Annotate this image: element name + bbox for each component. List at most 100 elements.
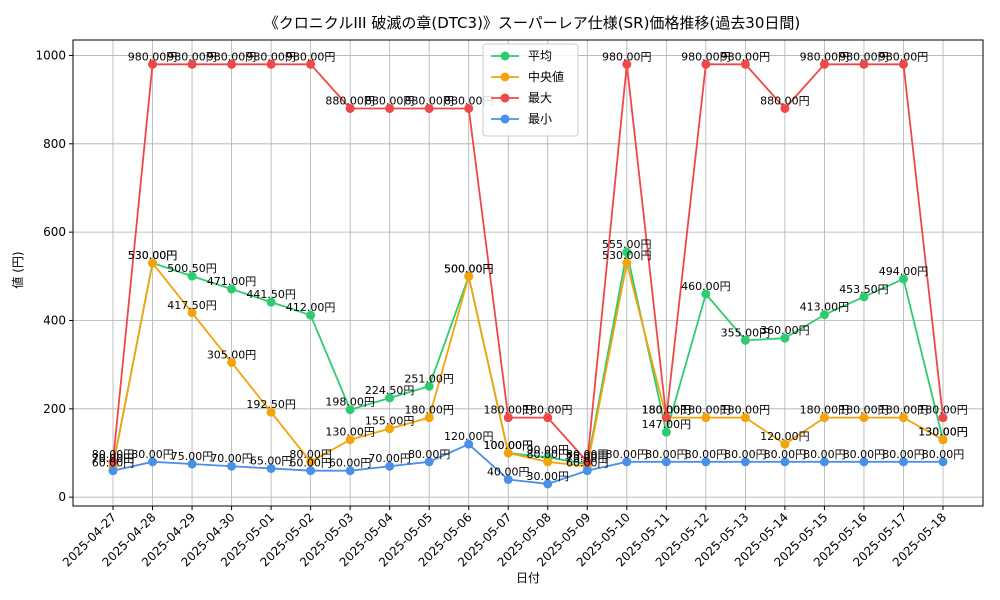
data-label: 130.00円 [918, 426, 968, 439]
data-label: 412.00円 [286, 301, 336, 314]
data-point [345, 435, 355, 445]
legend-entry: 中央値 [528, 69, 564, 84]
data-label: 80.00円 [724, 448, 767, 461]
data-point [148, 457, 158, 467]
data-label: 980.00円 [800, 50, 850, 63]
data-point [464, 103, 474, 113]
data-point [503, 474, 513, 484]
plot-frame [72, 39, 984, 507]
data-label: 70.00円 [368, 452, 411, 465]
data-point [622, 59, 632, 69]
data-label: 30.00円 [527, 470, 570, 483]
data-point [266, 463, 276, 473]
data-label: 60.00円 [92, 457, 135, 470]
data-point [187, 59, 197, 69]
data-label: 360.00円 [760, 324, 810, 337]
data-label: 80.00円 [922, 448, 965, 461]
data-label: 100.00円 [483, 439, 533, 452]
data-label: 880.00円 [760, 94, 810, 107]
data-label: 500.50円 [167, 262, 217, 275]
data-point [938, 435, 948, 445]
legend-swatch-marker [500, 93, 510, 103]
legend-swatch-marker [500, 114, 510, 124]
data-label: 80.00円 [606, 448, 649, 461]
data-label: 180.00円 [642, 404, 692, 417]
data-point [424, 381, 434, 391]
data-point [898, 274, 908, 284]
data-label: 40.00円 [487, 465, 530, 478]
legend-swatch-marker [500, 72, 510, 82]
data-point [503, 413, 513, 423]
data-label: 251.00円 [404, 372, 454, 385]
y-tick-label: 600 [43, 225, 66, 239]
y-tick-label: 0 [58, 490, 66, 504]
data-label: 880.00円 [404, 94, 454, 107]
data-point [701, 457, 711, 467]
data-point [424, 457, 434, 467]
data-point [819, 59, 829, 69]
data-point [582, 457, 592, 467]
series-line [112, 251, 944, 467]
data-label: 80.00円 [803, 448, 846, 461]
data-label: 180.00円 [483, 404, 533, 417]
data-label: 224.50円 [365, 384, 415, 397]
data-point [187, 271, 197, 281]
data-label: 120.00円 [760, 430, 810, 443]
data-labels: 70.00円530.00円500.50円471.00円441.50円412.00… [92, 50, 968, 483]
data-label: 980.00円 [721, 50, 771, 63]
data-label: 980.00円 [286, 50, 336, 63]
data-label: 500.00円 [444, 262, 494, 275]
data-point [780, 333, 790, 343]
data-point [543, 413, 553, 423]
data-point [266, 297, 276, 307]
data-label: 180.00円 [721, 404, 771, 417]
series-group [108, 59, 948, 489]
data-point [740, 335, 750, 345]
data-point [187, 459, 197, 469]
data-label: 880.00円 [444, 94, 494, 107]
data-point [345, 103, 355, 113]
data-point [187, 308, 197, 318]
data-point [385, 424, 395, 434]
data-label: 80.00円 [843, 448, 886, 461]
data-point [701, 413, 711, 423]
data-point [898, 59, 908, 69]
data-label: 130.00円 [325, 426, 375, 439]
data-label: 555.00円 [602, 238, 652, 251]
y-tick-label: 1000 [35, 48, 66, 62]
data-label: 980.00円 [602, 50, 652, 63]
data-point [306, 466, 316, 476]
data-label: 80.00円 [408, 448, 451, 461]
data-label: 180.00円 [523, 404, 573, 417]
data-point [306, 59, 316, 69]
data-label: 180.00円 [681, 404, 731, 417]
data-point [148, 258, 158, 268]
data-label: 80.00円 [92, 448, 135, 461]
data-label: 180.00円 [404, 404, 454, 417]
data-point [780, 103, 790, 113]
data-label: 130.00円 [918, 426, 968, 439]
data-point [859, 457, 869, 467]
data-label: 180.00円 [800, 404, 850, 417]
data-point [661, 413, 671, 423]
data-label: 80.00円 [764, 448, 807, 461]
data-label: 500.00円 [444, 262, 494, 275]
data-label: 70.00円 [92, 452, 135, 465]
x-axis-label: 日付 [516, 571, 540, 585]
data-point [227, 357, 237, 367]
legend-entry: 最小 [528, 112, 552, 126]
data-point [543, 457, 553, 467]
data-point [740, 59, 750, 69]
data-point [385, 461, 395, 471]
data-point [859, 413, 869, 423]
y-tick-label: 200 [43, 402, 66, 416]
data-label: 60.00円 [289, 457, 332, 470]
data-label: 980.00円 [207, 50, 257, 63]
data-point [859, 59, 869, 69]
data-point [227, 284, 237, 294]
data-point [622, 457, 632, 467]
data-label: 494.00円 [879, 265, 929, 278]
legend-entry: 平均 [528, 49, 552, 63]
data-label: 530.00円 [128, 249, 178, 262]
